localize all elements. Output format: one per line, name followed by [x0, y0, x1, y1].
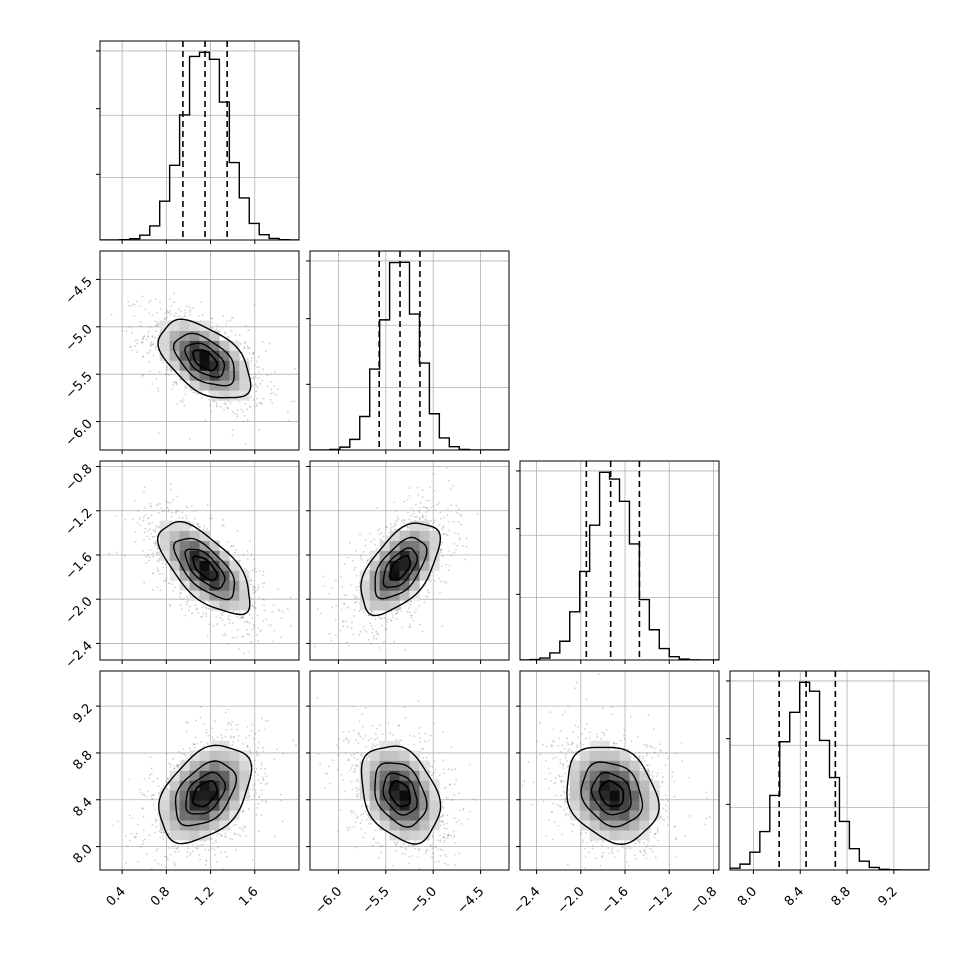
panel-3-3: 8.0 8.4 8.8 9.2: [726, 670, 930, 909]
y-tick-label: 8.8: [70, 748, 95, 773]
panel-frame: [519, 670, 720, 871]
contour-1-0-2: [184, 342, 226, 378]
histogram-1: [310, 261, 509, 450]
y-tick-label: 9.2: [70, 701, 95, 726]
contour-3-0-2: [185, 771, 226, 815]
contour-3-2-0: [566, 746, 660, 846]
panel-3-0: 0.4 0.8 1.2 1.6 8.0 8.4 8.8 9.2: [70, 670, 300, 909]
y-tick-label: −1.6: [63, 550, 96, 583]
histogram-0: [100, 51, 299, 240]
y-tick-label: −5.5: [63, 369, 96, 402]
panel-2-1: [306, 460, 510, 664]
contour-3-1-3: [388, 780, 411, 808]
x-tick-label: 8.4: [782, 884, 807, 909]
contour-3-1-0: [360, 745, 442, 845]
x-tick-label: −5.5: [360, 884, 393, 917]
x-tick-label: 9.2: [875, 884, 900, 909]
panel-2-0: −2.4 −2.0 −1.6 −1.2 −0.8: [63, 460, 300, 671]
panel-2-2: [516, 460, 720, 664]
x-tick-label: 0.8: [148, 884, 173, 909]
panel-frame: [309, 670, 510, 871]
x-tick-label: −6.0: [312, 884, 345, 917]
x-tick-label: 8.0: [735, 884, 760, 909]
contour-2-0-3: [192, 555, 219, 582]
histogram-3: [730, 681, 929, 870]
contour-2-0-1: [172, 537, 236, 601]
contour-2-1-0: [360, 522, 442, 617]
contour-3-1-1: [374, 762, 428, 828]
density-cells-1-0: [159, 320, 250, 401]
x-tick-label: 1.6: [236, 884, 261, 909]
panel-1-1: [306, 250, 510, 454]
x-tick-label: 0.4: [104, 884, 129, 909]
contour-3-2-2: [590, 771, 632, 816]
panel-frame: [99, 250, 300, 451]
contour-3-2-3: [598, 779, 625, 807]
contour-1-0-0: [157, 318, 252, 399]
x-tick-label: 1.2: [192, 884, 217, 909]
contour-2-0-2: [184, 548, 226, 590]
panel-frame: [309, 250, 510, 451]
x-tick-label: −5.0: [407, 884, 440, 917]
panel-3-2: −2.4 −2.0 −1.6 −1.2 −0.8: [510, 670, 720, 917]
histogram-2: [520, 471, 719, 660]
x-tick-label: −2.4: [510, 884, 543, 917]
y-tick-label: 8.0: [70, 842, 95, 867]
x-tick-label: −1.2: [643, 884, 676, 917]
contour-3-2-1: [580, 761, 644, 828]
contour-2-0-0: [156, 520, 251, 616]
contour-2-1-2: [382, 547, 419, 589]
y-tick-label: −6.0: [63, 417, 96, 450]
y-tick-label: −0.8: [63, 462, 96, 495]
x-tick-label: −2.0: [555, 884, 588, 917]
panel-frame: [99, 40, 300, 241]
contour-3-0-0: [158, 744, 253, 845]
panel-frame: [309, 460, 510, 661]
panel-frame: [99, 460, 300, 661]
y-tick-label: −2.4: [63, 638, 96, 671]
contour-3-1-2: [382, 772, 418, 816]
contour-1-0-3: [192, 349, 219, 372]
contour-2-1-3: [388, 555, 412, 581]
x-tick-label: −0.8: [687, 884, 720, 917]
y-tick-label: −2.0: [63, 594, 96, 627]
x-tick-label: −4.5: [454, 884, 487, 917]
panel-3-1: −6.0 −5.5 −5.0 −4.5: [306, 670, 510, 917]
panel-1-0: −6.0 −5.5 −5.0 −4.5: [63, 250, 300, 454]
y-tick-label: −4.5: [63, 274, 96, 307]
contour-1-0-1: [173, 332, 235, 387]
panel-frame: [729, 670, 930, 871]
panel-frame: [519, 460, 720, 661]
y-tick-label: −5.0: [63, 322, 96, 355]
contour-3-0-1: [174, 760, 237, 827]
y-tick-label: 8.4: [70, 795, 95, 820]
x-tick-label: 8.8: [829, 884, 854, 909]
x-tick-label: −1.6: [599, 884, 632, 917]
density-cells-3-1: [359, 740, 440, 841]
panel-0-0: [96, 40, 300, 244]
contour-3-0-3: [191, 779, 218, 808]
density-cells-3-0: [159, 740, 250, 841]
contour-2-1-1: [374, 536, 428, 600]
panel-frame: [99, 670, 300, 871]
y-tick-label: −1.2: [63, 506, 96, 539]
